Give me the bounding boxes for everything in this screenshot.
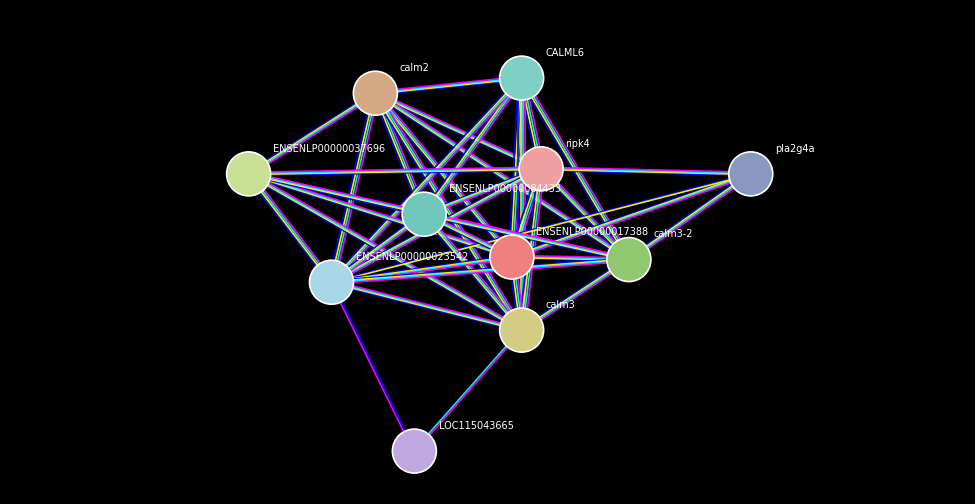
Text: ENSENLP00000023542: ENSENLP00000023542 [356, 252, 468, 262]
Text: pla2g4a: pla2g4a [775, 144, 815, 154]
Text: LOC115043665: LOC115043665 [439, 421, 514, 431]
Text: calm3: calm3 [546, 300, 576, 310]
Ellipse shape [499, 308, 544, 352]
Ellipse shape [606, 237, 651, 282]
Ellipse shape [309, 260, 354, 304]
Ellipse shape [519, 147, 564, 191]
Text: calm2: calm2 [400, 63, 430, 73]
Text: ripk4: ripk4 [566, 139, 590, 149]
Ellipse shape [728, 152, 773, 196]
Ellipse shape [402, 192, 447, 236]
Ellipse shape [489, 235, 534, 279]
Ellipse shape [392, 429, 437, 473]
Text: ENSENLP00000017388: ENSENLP00000017388 [536, 227, 648, 237]
Ellipse shape [226, 152, 271, 196]
Text: ENSENLP00000037696: ENSENLP00000037696 [273, 144, 385, 154]
Text: calm3-2: calm3-2 [653, 229, 693, 239]
Text: ENSENLP00000084433: ENSENLP00000084433 [448, 184, 561, 194]
Text: CALML6: CALML6 [546, 48, 585, 58]
Ellipse shape [499, 56, 544, 100]
Ellipse shape [353, 71, 398, 115]
